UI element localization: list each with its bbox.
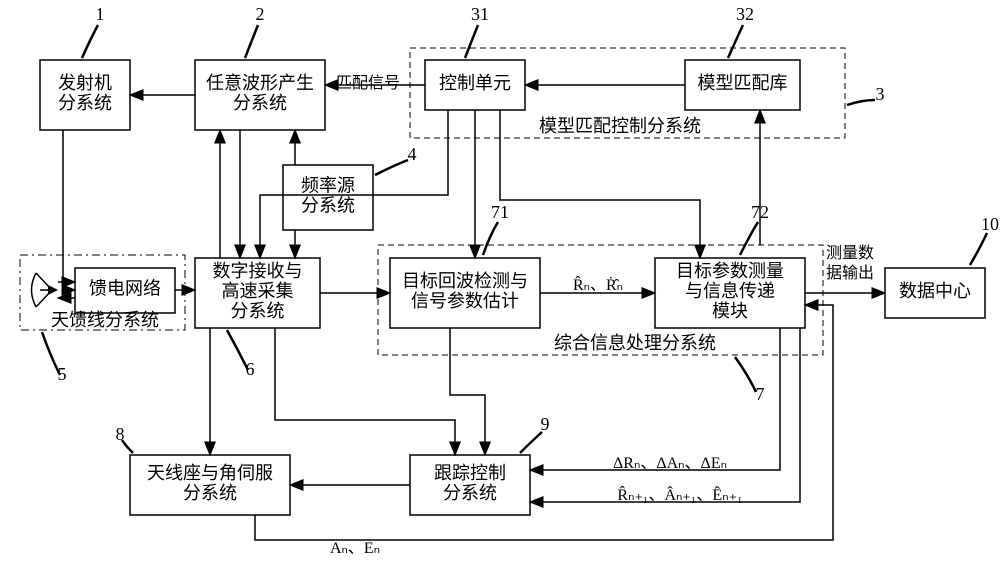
num-n1: 1 bbox=[96, 4, 105, 24]
box-b32-line1: 模型匹配库 bbox=[698, 73, 788, 93]
num-n71: 71 bbox=[491, 202, 509, 222]
box-b72-line3: 模块 bbox=[712, 301, 748, 321]
group-label-3: 模型匹配控制分系统 bbox=[539, 116, 701, 136]
group-label-7: 综合信息处理分系统 bbox=[554, 333, 716, 353]
num-n8: 8 bbox=[116, 424, 125, 444]
antenna-icon bbox=[32, 273, 59, 307]
box-b31-line1: 控制单元 bbox=[439, 73, 511, 93]
num-n2: 2 bbox=[256, 4, 265, 24]
num-n7: 7 bbox=[756, 384, 765, 404]
edge-label-match: 匹配信号 bbox=[336, 74, 400, 92]
num-n31: 31 bbox=[471, 4, 489, 24]
box-b1-line2: 分系统 bbox=[58, 93, 112, 113]
box-b8-line1: 天线座与角伺服 bbox=[147, 463, 273, 483]
num-n10: 10 bbox=[981, 214, 999, 234]
num-n32: 32 bbox=[736, 4, 754, 24]
box-b6-line3: 分系统 bbox=[231, 301, 285, 321]
leaders bbox=[42, 25, 987, 453]
box-b4-line2: 分系统 bbox=[301, 196, 355, 216]
edge-label-out1: 测量数 bbox=[826, 244, 874, 262]
box-b2-line1: 任意波形产生 bbox=[206, 73, 314, 93]
box-b8-line2: 分系统 bbox=[183, 483, 237, 503]
box-b5a-line1: 馈电网络 bbox=[89, 279, 161, 299]
box-b4-line1: 频率源 bbox=[301, 176, 355, 196]
box-b9-line2: 分系统 bbox=[443, 483, 497, 503]
edge-label-rn1: R̂ₙ₊₁、Âₙ₊₁、Êₙ₊₁ bbox=[617, 485, 742, 504]
edge-label-dR: ΔRₙ、ΔAₙ、ΔEₙ bbox=[613, 455, 727, 472]
num-n3: 3 bbox=[876, 84, 885, 104]
box-b9-line1: 跟踪控制 bbox=[434, 463, 506, 483]
box-b2-line2: 分系统 bbox=[233, 93, 287, 113]
box-b1-line1: 发射机 bbox=[58, 73, 112, 93]
edge-label-out2: 据输出 bbox=[826, 264, 874, 282]
box-b6-line2: 高速采集 bbox=[222, 281, 294, 301]
box-b6-line1: 数字接收与 bbox=[213, 261, 303, 281]
num-n72: 72 bbox=[751, 202, 769, 222]
box-b71-line2: 信号参数估计 bbox=[411, 291, 519, 311]
box-b10-line1: 数据中心 bbox=[899, 281, 971, 301]
edge-label-ae: Aₙ、Eₙ bbox=[330, 540, 380, 557]
num-n4: 4 bbox=[408, 144, 417, 164]
edge-label-rn: R̂ₙ、Ṙ̂ₙ bbox=[573, 275, 623, 294]
box-b71-line1: 目标回波检测与 bbox=[402, 271, 528, 291]
num-n6: 6 bbox=[246, 359, 255, 379]
num-n9: 9 bbox=[541, 414, 550, 434]
num-n5: 5 bbox=[58, 364, 67, 384]
box-b72-line2: 与信息传递 bbox=[685, 281, 775, 301]
box-b72-line1: 目标参数测量 bbox=[676, 261, 784, 281]
